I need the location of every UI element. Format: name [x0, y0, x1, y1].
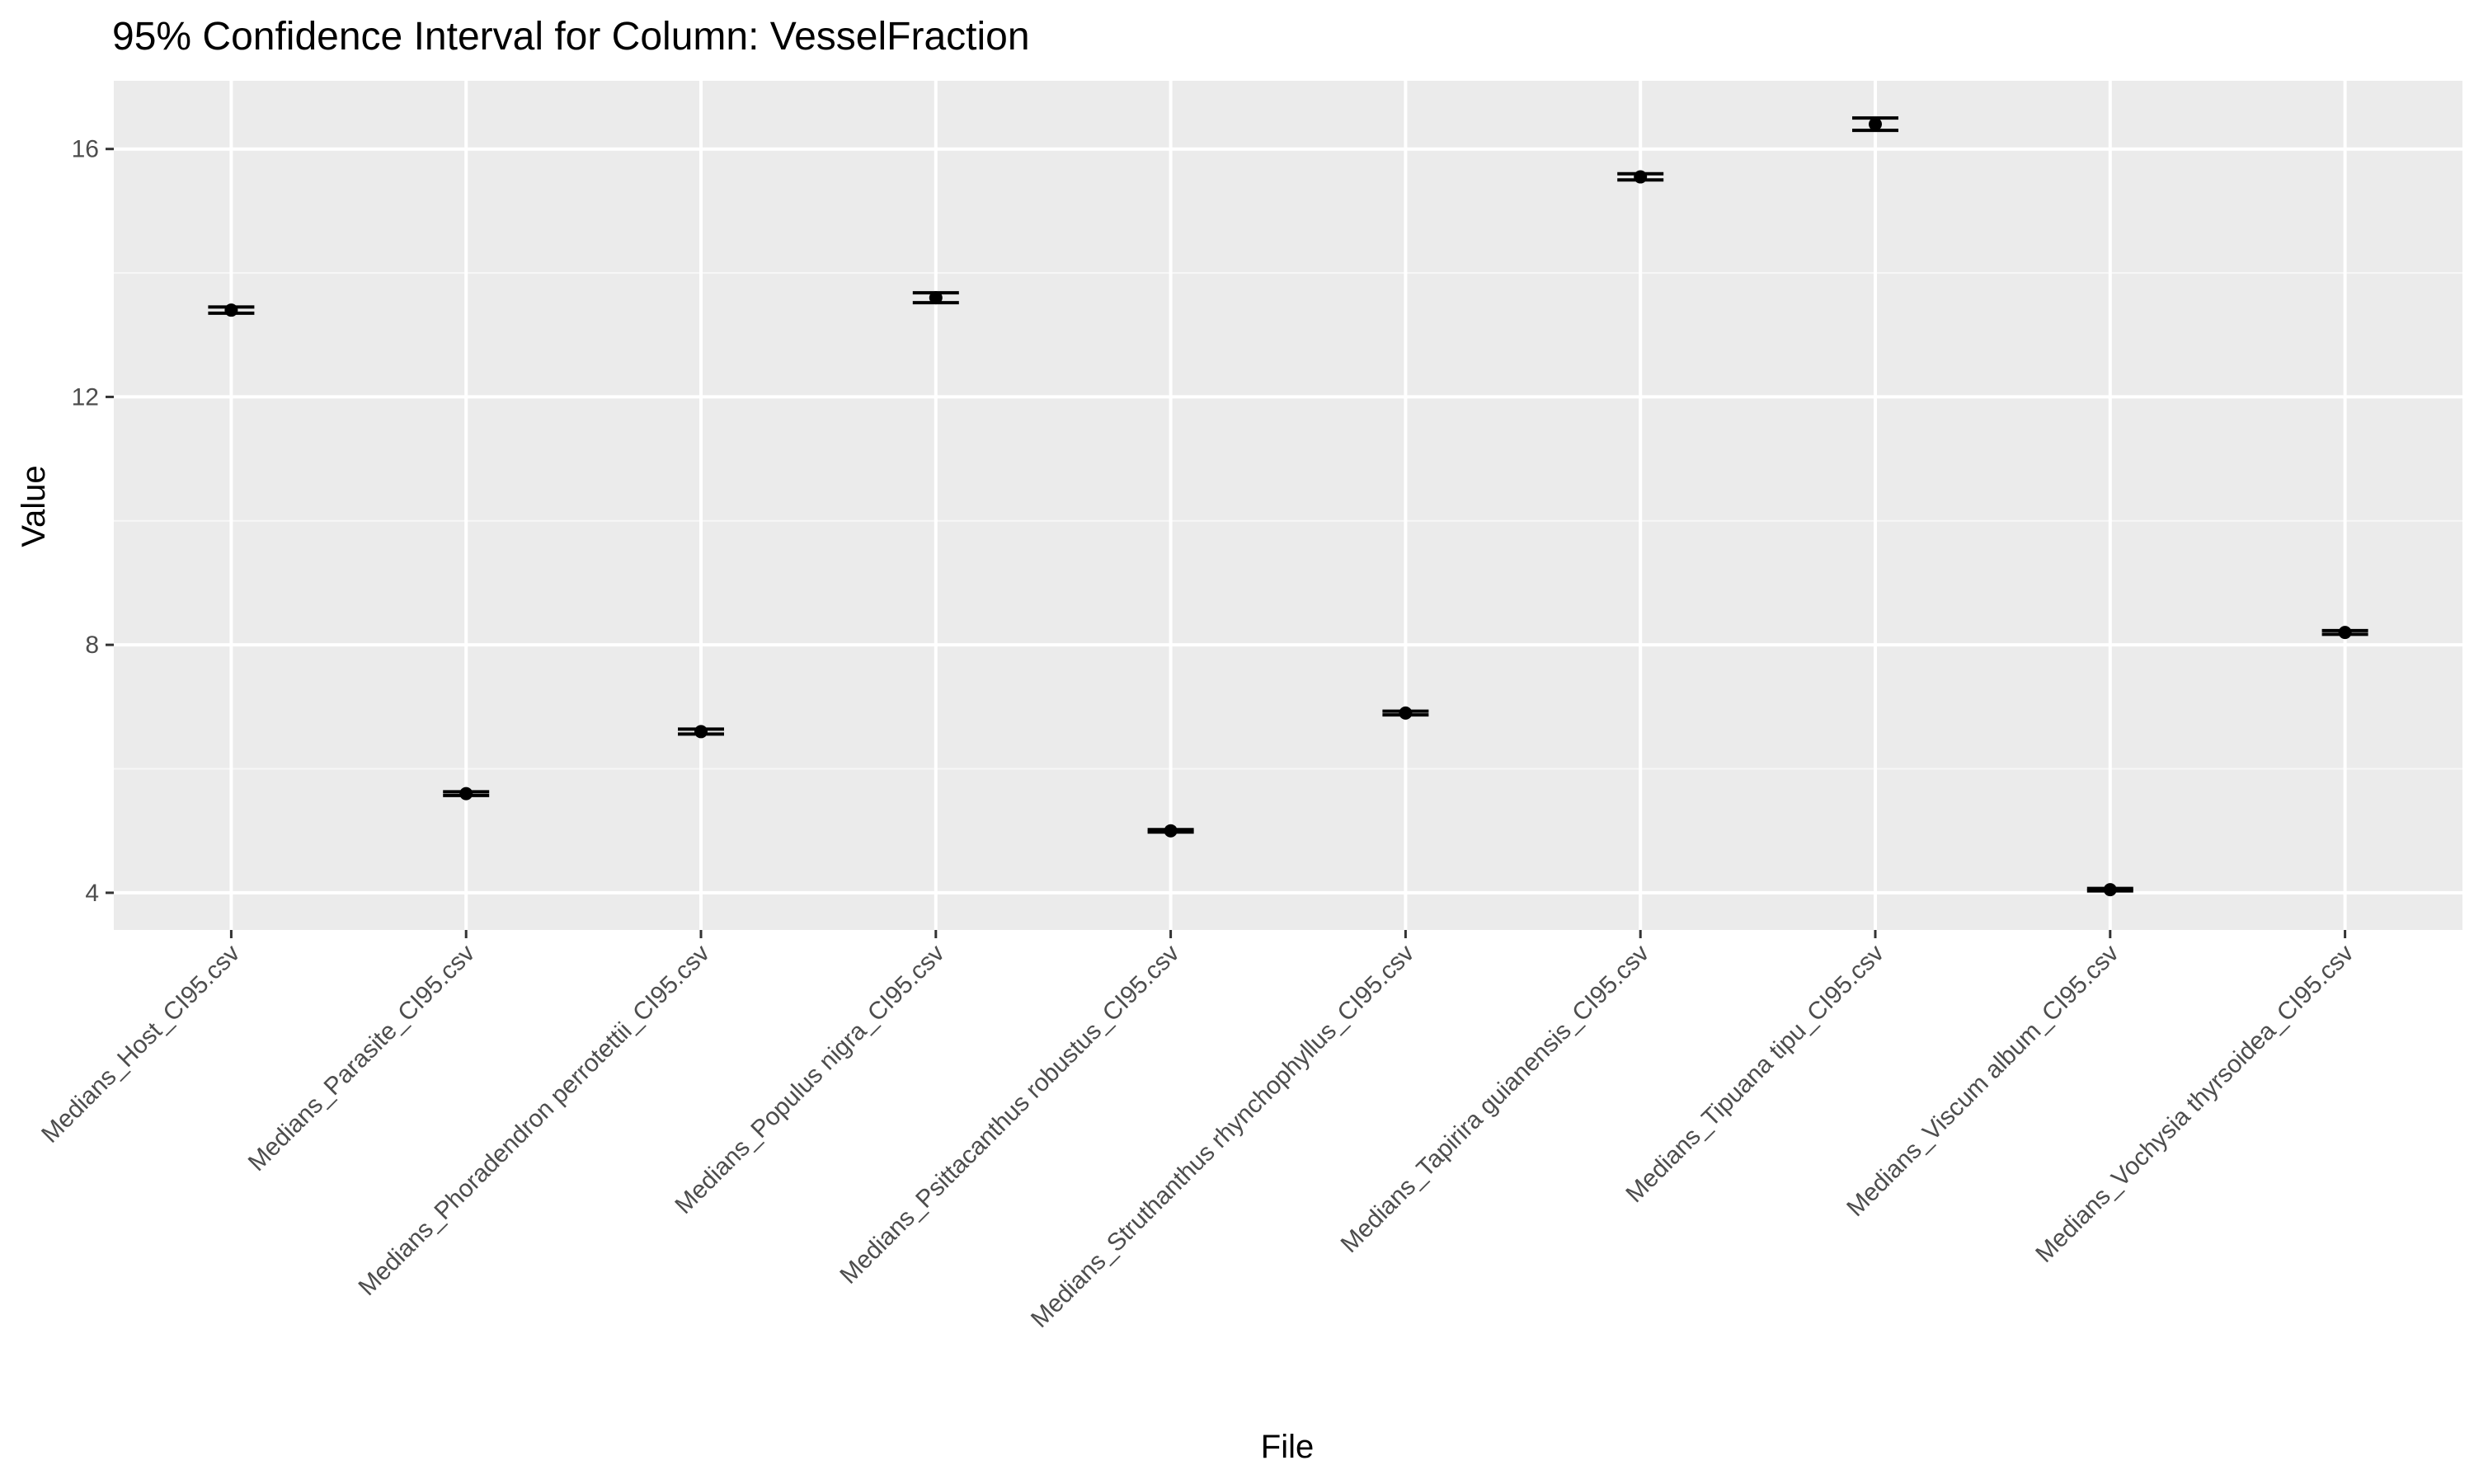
x-tick-label: Medians_Viscum album_CI95.csv: [1841, 940, 2124, 1222]
y-axis: 4 8 12 16: [72, 136, 114, 907]
data-marks: [208, 116, 2368, 897]
major-gridlines: [114, 81, 2462, 930]
data-point: [929, 291, 943, 305]
data-point: [1869, 117, 1882, 131]
data-point: [224, 303, 238, 317]
data-point: [1399, 706, 1413, 720]
y-tick-label: 4: [85, 880, 99, 907]
minor-gridlines: [114, 272, 2462, 770]
plot-panel: [114, 81, 2462, 930]
data-point: [1164, 824, 1178, 838]
x-tick-label: Medians_Struthanthus rhynchophyllus_CI95…: [1026, 940, 1419, 1333]
data-point: [694, 725, 708, 739]
y-tick-label: 8: [85, 632, 99, 659]
y-tick-label: 16: [72, 136, 99, 163]
data-point: [459, 787, 473, 801]
y-tick-label: 12: [72, 383, 99, 411]
x-axis-title: File: [1261, 1429, 1314, 1465]
x-tick-label: Medians_Parasite_CI95.csv: [243, 940, 480, 1176]
chart-title: 95% Confidence Interval for Column: Vess…: [112, 15, 1030, 59]
data-point: [2103, 883, 2117, 897]
x-tick-label: Medians_Host_CI95.csv: [36, 940, 245, 1148]
data-point: [1634, 170, 1648, 184]
y-axis-title: Value: [16, 465, 52, 547]
data-point: [2338, 626, 2352, 640]
x-axis: Medians_Host_CI95.csvMedians_Parasite_CI…: [36, 930, 2359, 1333]
x-tick-label: Medians_Tipuana tipu_CI95.csv: [1620, 940, 1889, 1209]
x-tick-label: Medians_Populus nigra_CI95.csv: [670, 940, 949, 1219]
